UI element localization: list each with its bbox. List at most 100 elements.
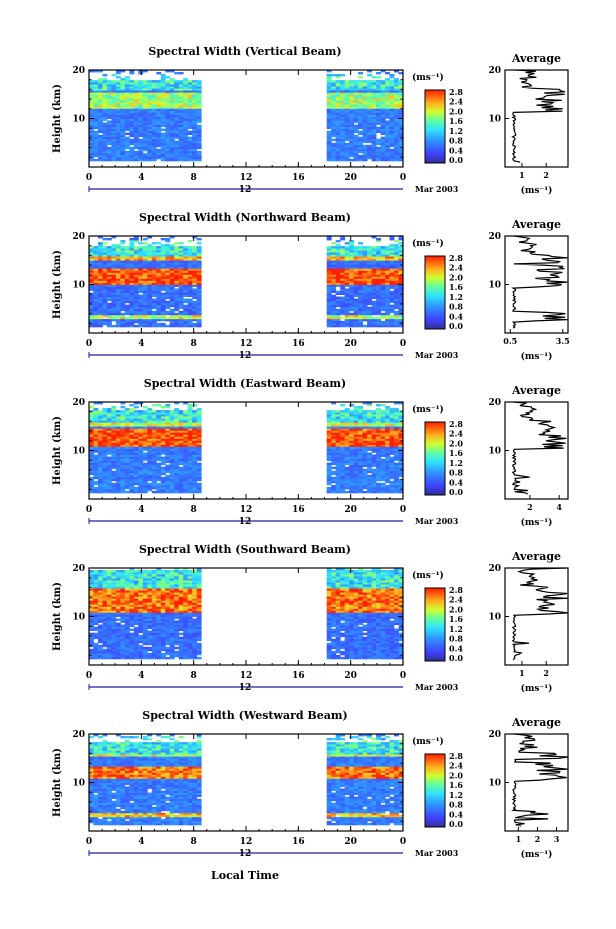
heatmap-cell: [160, 448, 166, 451]
heatmap-cell: [353, 248, 359, 251]
heatmap-cell: [196, 242, 202, 245]
heatmap-cell: [133, 486, 139, 490]
heatmap-cell: [331, 84, 337, 87]
heatmap-cell: [358, 324, 363, 328]
heatmap-cell: [133, 314, 139, 318]
heatmap-cell: [115, 126, 121, 129]
heatmap-cell: [358, 460, 363, 463]
heatmap-cell: [362, 298, 368, 301]
heatmap-cell: [340, 94, 346, 97]
heatmap-cell: [93, 260, 99, 263]
heatmap-cell: [335, 112, 341, 115]
heatmap-cell: [106, 158, 112, 162]
heatmap-cell: [120, 436, 126, 439]
heatmap-cell: [394, 128, 399, 131]
heatmap-cell: [398, 72, 404, 75]
heatmap-cell: [389, 286, 395, 289]
heatmap-cell: [138, 306, 144, 310]
heatmap-cell: [147, 468, 153, 472]
heatmap-cell: [106, 462, 112, 465]
heatmap-cell: [398, 152, 404, 156]
heatmap-cell: [165, 318, 171, 322]
heatmap-cell: [111, 268, 117, 271]
heatmap-cell: [178, 110, 184, 113]
heatmap-cell: [187, 298, 193, 301]
heatmap-cell: [340, 106, 346, 109]
heatmap-cell: [165, 86, 171, 89]
heatmap-cell: [326, 100, 332, 103]
heatmap-cell: [196, 268, 202, 271]
heatmap-cell: [331, 308, 337, 312]
heatmap-cell: [344, 110, 350, 113]
heatmap-cell: [183, 86, 189, 89]
heatmap-cell: [102, 266, 108, 269]
heatmap-cell: [389, 280, 395, 283]
heatmap-cell: [115, 484, 121, 488]
heatmap-cell: [183, 486, 189, 490]
heatmap-cell: [367, 270, 372, 273]
heatmap-cell: [326, 442, 332, 445]
heatmap-cell: [89, 490, 94, 494]
heatmap-cell: [89, 282, 94, 285]
heatmap-cell: [93, 144, 99, 148]
heatmap-cell: [115, 452, 121, 455]
heatmap-cell: [398, 278, 404, 281]
heatmap-cell: [98, 422, 103, 425]
heatmap-cell: [394, 248, 399, 251]
heatmap-cell: [340, 432, 346, 435]
heatmap-cell: [89, 258, 94, 261]
heatmap-cell: [93, 262, 99, 265]
heatmap-cell: [331, 472, 337, 476]
heatmap-cell: [371, 308, 377, 312]
heatmap-cell: [349, 454, 355, 457]
heatmap-cell: [376, 126, 381, 129]
heatmap-cell: [160, 92, 166, 95]
heatmap-cell: [389, 266, 395, 269]
heatmap-cell: [367, 122, 372, 125]
heatmap-cell: [349, 132, 355, 135]
heatmap-cell: [111, 152, 117, 156]
heatmap-cell: [376, 148, 381, 152]
heatmap-cell: [398, 106, 404, 109]
heatmap-cell: [367, 140, 372, 144]
heatmap-cell: [147, 152, 153, 156]
heatmap-cell: [380, 90, 386, 93]
x-tick-label: 0: [86, 173, 92, 183]
heatmap-cell: [165, 240, 171, 243]
heatmap-cell: [178, 92, 184, 95]
heatmap-cell: [358, 306, 363, 310]
heatmap-cell: [147, 250, 153, 253]
heatmap-cell: [371, 88, 377, 91]
heatmap-cell: [89, 412, 94, 415]
heatmap-cell: [129, 114, 135, 117]
heatmap-cell: [389, 96, 395, 99]
heatmap-cell: [111, 118, 117, 121]
heatmap-cell: [192, 80, 198, 83]
y-tick-label: 20: [72, 232, 85, 242]
heatmap-cell: [169, 154, 175, 158]
heatmap-cell: [138, 416, 144, 419]
heatmap-cell: [380, 100, 386, 103]
heatmap-cell: [120, 422, 126, 425]
heatmap-cell: [335, 154, 341, 158]
heatmap-cell: [138, 418, 144, 421]
heatmap-cell: [93, 412, 99, 415]
heatmap-cell: [335, 122, 341, 125]
heatmap-cell: [349, 306, 355, 310]
heatmap-cell: [174, 322, 180, 326]
heatmap-cell: [102, 104, 108, 107]
heatmap-cell: [362, 248, 368, 251]
heatmap-cell: [98, 484, 103, 488]
heatmap-cell: [142, 146, 148, 150]
heatmap-cell: [353, 124, 359, 127]
heatmap-cell: [174, 472, 180, 476]
heatmap-cell: [358, 282, 363, 285]
heatmap-cell: [138, 140, 144, 144]
heatmap-cell: [124, 420, 130, 423]
heatmap-cell: [331, 428, 337, 431]
heatmap-cell: [389, 282, 395, 285]
heatmap-cell: [111, 280, 117, 283]
heatmap-cell: [376, 114, 381, 117]
heatmap-cell: [187, 454, 193, 457]
heatmap-cell: [183, 440, 189, 443]
